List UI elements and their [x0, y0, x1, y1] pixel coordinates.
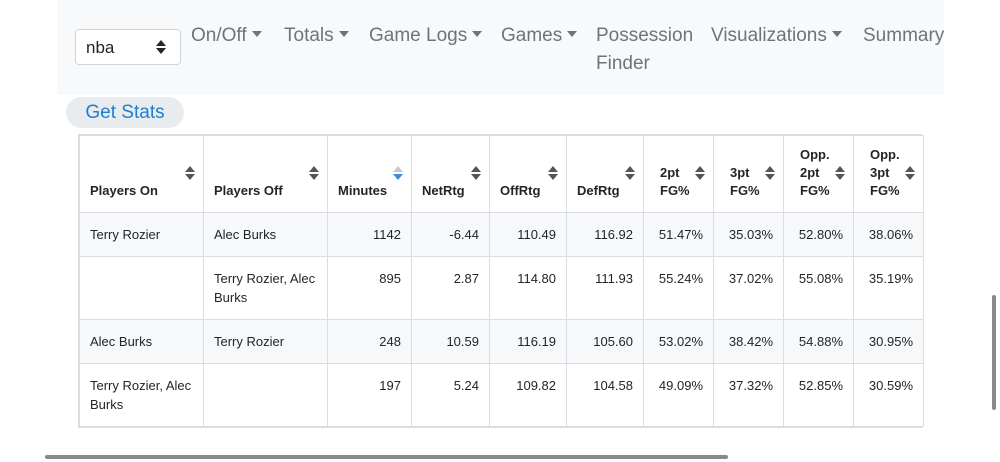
- col-header-2pt-fg[interactable]: 2pt FG%: [643, 135, 714, 213]
- nav-summary-tables-label: Summary Tables: [863, 25, 944, 46]
- cell-opp-3pt-fg: 35.19%: [853, 256, 924, 320]
- select-arrows-icon: [156, 39, 166, 55]
- league-select-value: nba: [86, 38, 115, 57]
- cell-2pt-fg: 53.02%: [643, 319, 714, 364]
- col-header-players-on[interactable]: Players On: [79, 135, 204, 213]
- cell-offrtg: 114.80: [489, 256, 567, 320]
- cell-minutes: 197: [327, 363, 412, 427]
- cell-players-on: Terry Rozier, Alec Burks: [79, 363, 204, 427]
- cell-opp-2pt-fg: 52.80%: [783, 212, 854, 257]
- cell-players-off: Terry Rozier: [203, 319, 328, 364]
- nav-totals-label: Totals: [284, 25, 334, 46]
- nav-visualizations-label: Visualizations: [711, 25, 827, 46]
- nav-onoff[interactable]: On/Off: [191, 22, 262, 50]
- caret-down-icon: [338, 30, 349, 37]
- nav-game-logs-label: Game Logs: [369, 25, 468, 46]
- nav-possession-finder-label: Possession Finder: [596, 25, 694, 74]
- cell-defrtg: 104.58: [566, 363, 644, 427]
- sort-icon: [548, 166, 558, 182]
- sort-icon: [905, 166, 915, 182]
- nav-games[interactable]: Games: [501, 22, 578, 50]
- caret-down-icon: [567, 30, 578, 37]
- cell-players-on: [79, 256, 204, 320]
- cell-players-off: Alec Burks: [203, 212, 328, 257]
- cell-3pt-fg: 35.03%: [713, 212, 784, 257]
- cell-offrtg: 109.82: [489, 363, 567, 427]
- stats-table-container: Players On Players Off Minutes NetRtg Of…: [78, 134, 924, 428]
- sort-icon: [835, 166, 845, 182]
- cell-opp-2pt-fg: 55.08%: [783, 256, 854, 320]
- cell-2pt-fg: 49.09%: [643, 363, 714, 427]
- cell-opp-2pt-fg: 54.88%: [783, 319, 854, 364]
- caret-down-icon: [831, 30, 842, 37]
- col-header-players-off[interactable]: Players Off: [203, 135, 328, 213]
- sort-icon: [309, 166, 319, 182]
- cell-players-on: Alec Burks: [79, 319, 204, 364]
- cell-netrtg: 2.87: [411, 256, 490, 320]
- sort-icon: [625, 166, 635, 182]
- cell-offrtg: 116.19: [489, 319, 567, 364]
- cell-offrtg: 110.49: [489, 212, 567, 257]
- table-row: Alec Burks Terry Rozier 248 10.59 116.19…: [79, 319, 924, 364]
- col-header-offrtg[interactable]: OffRtg: [489, 135, 567, 213]
- col-header-opp-2pt-fg[interactable]: Opp. 2pt FG%: [783, 135, 854, 213]
- cell-2pt-fg: 55.24%: [643, 256, 714, 320]
- nav-possession-finder[interactable]: Possession Finder: [596, 22, 706, 78]
- table-header-row: Players On Players Off Minutes NetRtg Of…: [79, 135, 924, 213]
- cell-minutes: 1142: [327, 212, 412, 257]
- nav-totals[interactable]: Totals: [284, 22, 349, 50]
- cell-3pt-fg: 38.42%: [713, 319, 784, 364]
- col-header-minutes[interactable]: Minutes: [327, 135, 412, 213]
- get-stats-button[interactable]: Get Stats: [66, 97, 184, 128]
- sort-icon: [765, 166, 775, 182]
- horizontal-scrollbar[interactable]: [45, 455, 728, 459]
- cell-netrtg: 5.24: [411, 363, 490, 427]
- nav-games-label: Games: [501, 25, 563, 46]
- col-header-opp-3pt-fg[interactable]: Opp. 3pt FG%: [853, 135, 924, 213]
- cell-2pt-fg: 51.47%: [643, 212, 714, 257]
- cell-opp-3pt-fg: 38.06%: [853, 212, 924, 257]
- cell-defrtg: 105.60: [566, 319, 644, 364]
- cell-players-off: Terry Rozier, Alec Burks: [203, 256, 328, 320]
- table-row: Terry Rozier, Alec Burks 197 5.24 109.82…: [79, 363, 924, 427]
- league-select[interactable]: nba: [75, 29, 181, 65]
- vertical-scrollbar[interactable]: [992, 295, 996, 410]
- cell-defrtg: 111.93: [566, 256, 644, 320]
- sort-icon: [471, 166, 481, 182]
- table-row: Terry Rozier Alec Burks 1142 -6.44 110.4…: [79, 212, 924, 257]
- sort-desc-icon: [393, 166, 403, 182]
- table-row: Terry Rozier, Alec Burks 895 2.87 114.80…: [79, 256, 924, 320]
- cell-minutes: 248: [327, 319, 412, 364]
- cell-3pt-fg: 37.02%: [713, 256, 784, 320]
- nav-onoff-label: On/Off: [191, 25, 247, 46]
- sort-icon: [185, 166, 195, 182]
- nav-visualizations[interactable]: Visualizations: [711, 22, 842, 50]
- caret-down-icon: [251, 30, 262, 37]
- col-header-netrtg[interactable]: NetRtg: [411, 135, 490, 213]
- col-header-3pt-fg[interactable]: 3pt FG%: [713, 135, 784, 213]
- cell-netrtg: -6.44: [411, 212, 490, 257]
- cell-defrtg: 116.92: [566, 212, 644, 257]
- cell-netrtg: 10.59: [411, 319, 490, 364]
- stats-table: Players On Players Off Minutes NetRtg Of…: [79, 135, 924, 427]
- cell-players-off: [203, 363, 328, 427]
- col-header-defrtg[interactable]: DefRtg: [566, 135, 644, 213]
- nav-summary-tables[interactable]: Summary Tables: [863, 22, 944, 50]
- caret-down-icon: [472, 30, 483, 37]
- cell-3pt-fg: 37.32%: [713, 363, 784, 427]
- cell-opp-3pt-fg: 30.95%: [853, 319, 924, 364]
- sort-icon: [695, 166, 705, 182]
- cell-players-on: Terry Rozier: [79, 212, 204, 257]
- cell-minutes: 895: [327, 256, 412, 320]
- cell-opp-3pt-fg: 30.59%: [853, 363, 924, 427]
- cell-opp-2pt-fg: 52.85%: [783, 363, 854, 427]
- top-navbar: nba On/Off Totals Game Logs Games Posses…: [57, 0, 944, 95]
- nav-game-logs[interactable]: Game Logs: [369, 22, 483, 50]
